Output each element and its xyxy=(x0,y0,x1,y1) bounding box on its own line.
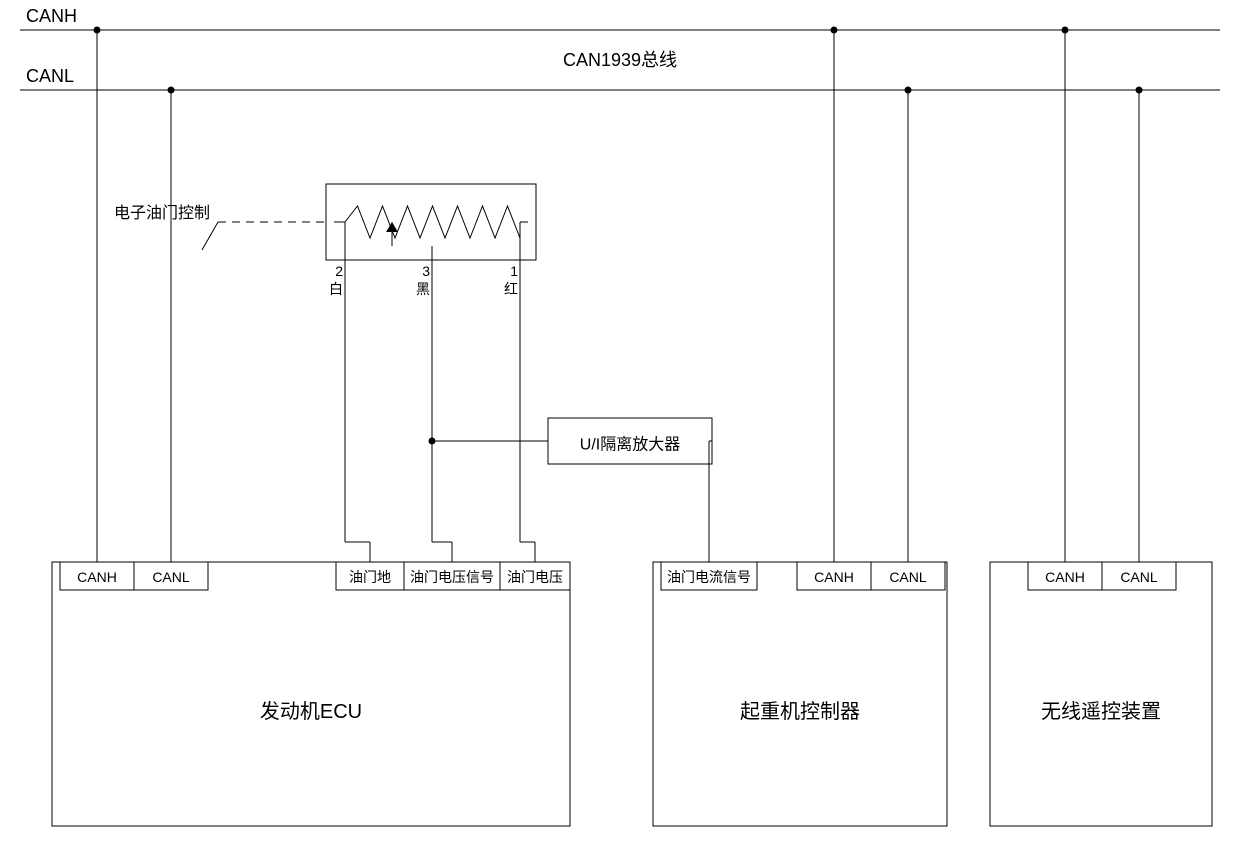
remote-port-canh-label: CANH xyxy=(1045,569,1085,585)
crane-body xyxy=(653,562,947,826)
crane-port-isig-label: 油门电流信号 xyxy=(667,569,751,585)
pot-label: 电子油门控制 xyxy=(114,204,210,222)
pot-box xyxy=(326,184,536,260)
bus-title: CAN1939总线 xyxy=(563,50,677,70)
junction-dot xyxy=(905,87,911,93)
ecu-port-gnd-label: 油门地 xyxy=(349,569,391,585)
wire xyxy=(202,222,218,250)
ecu-port-canl-label: CANL xyxy=(152,569,190,585)
junction-dot xyxy=(831,27,837,33)
crane-port-canh-label: CANH xyxy=(814,569,854,585)
junction-dot xyxy=(1062,27,1068,33)
remote-title: 无线遥控装置 xyxy=(1041,700,1161,723)
ecu-body xyxy=(52,562,570,826)
pot-pin-2-name: 白 xyxy=(329,281,343,297)
junction-dot xyxy=(94,27,100,33)
junction-dot xyxy=(1136,87,1142,93)
remote-body xyxy=(990,562,1212,826)
bus-canl-label: CANL xyxy=(26,66,74,86)
pot-pin-3-num: 3 xyxy=(422,263,430,279)
ecu-port-vcc-label: 油门电压 xyxy=(507,569,563,585)
pot-pin-1-name: 红 xyxy=(504,281,518,297)
pot-pin-2-num: 2 xyxy=(335,263,343,279)
pot-pin-3-name: 黑 xyxy=(416,281,430,297)
ecu-port-vsig-label: 油门电压信号 xyxy=(410,569,494,585)
amp-label: U/I隔离放大器 xyxy=(580,435,680,453)
junction-dot xyxy=(168,87,174,93)
remote-port-canl-label: CANL xyxy=(1120,569,1158,585)
ecu-title: 发动机ECU xyxy=(260,700,362,723)
ecu-port-canh-label: CANH xyxy=(77,569,117,585)
crane-port-canl-label: CANL xyxy=(889,569,927,585)
pot-pin-1-num: 1 xyxy=(510,263,518,279)
bus-canh-label: CANH xyxy=(26,6,77,26)
crane-title: 起重机控制器 xyxy=(740,700,860,723)
